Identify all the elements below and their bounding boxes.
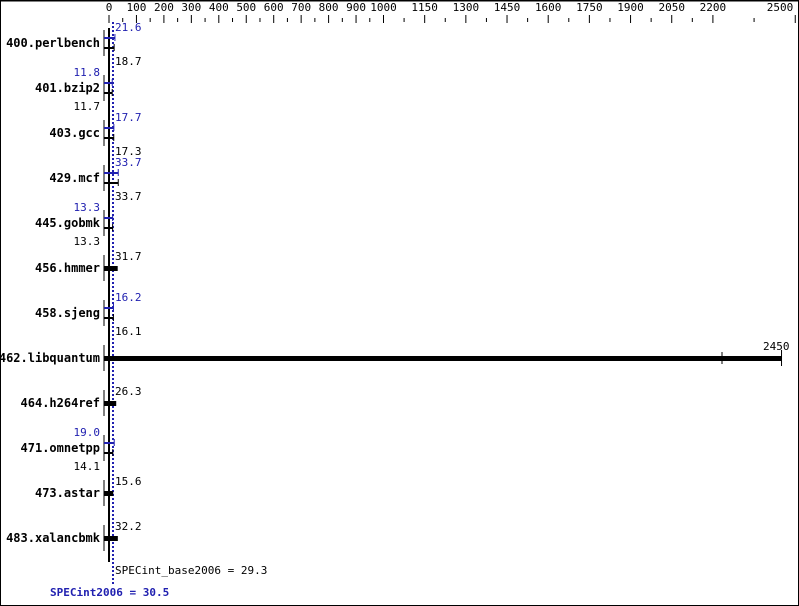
x-tick-label: 2200	[700, 1, 727, 14]
peak-bar	[104, 442, 115, 444]
peak-value-label: 21.6	[115, 21, 142, 34]
base-bar	[104, 92, 113, 94]
benchmark-label: 445.gobmk	[35, 216, 101, 230]
benchmark-label: 471.omnetpp	[21, 441, 100, 455]
x-tick-label: 100	[127, 1, 147, 14]
x-tick-label: 600	[264, 1, 284, 14]
base-bar	[104, 491, 114, 496]
base-value-label: 33.7	[115, 190, 142, 203]
benchmark-label: 401.bzip2	[35, 81, 100, 95]
x-tick-label: 800	[319, 1, 339, 14]
peak-bar	[104, 172, 119, 174]
benchmark-row: 456.hmmer 31.7	[35, 250, 142, 281]
benchmark-row: 471.omnetpp 19.0 14.1	[21, 426, 115, 473]
x-tick-label: 200	[154, 1, 174, 14]
peak-value-label: 33.7	[115, 156, 142, 169]
benchmark-row: 400.perlbench 21.6 18.7	[6, 21, 141, 68]
benchmark-label: 456.hmmer	[35, 261, 100, 275]
benchmark-label: 400.perlbench	[6, 36, 100, 50]
x-tick-label: 400	[209, 1, 229, 14]
x-tick-label: 1600	[535, 1, 562, 14]
peak-bar	[104, 37, 115, 39]
x-tick-label: 2500	[767, 1, 794, 14]
base-summary-label: SPECint_base2006 = 29.3	[115, 564, 267, 577]
peak-value-label: 13.3	[74, 201, 101, 214]
benchmark-label: 473.astar	[35, 486, 100, 500]
benchmark-row: 473.astar 15.6	[35, 475, 142, 506]
benchmark-label: 464.h264ref	[21, 396, 100, 410]
benchmark-row: 445.gobmk 13.3 13.3	[35, 201, 114, 248]
x-tick-label: 900	[346, 1, 366, 14]
benchmark-row: 462.libquantum 2450	[0, 340, 790, 371]
x-tick-label: 1750	[576, 1, 603, 14]
base-bar	[104, 47, 115, 49]
base-bar	[104, 227, 113, 229]
x-tick-label: 0	[106, 1, 113, 14]
base-value-label: 15.6	[115, 475, 142, 488]
base-bar	[104, 182, 119, 184]
base-value-label: 2450	[763, 340, 790, 353]
benchmark-label: 458.sjeng	[35, 306, 100, 320]
base-bar	[104, 401, 117, 406]
x-tick-label: 700	[291, 1, 311, 14]
x-tick-label: 500	[236, 1, 256, 14]
base-value-label: 18.7	[115, 55, 142, 68]
x-tick-label: 1450	[494, 1, 521, 14]
benchmark-label: 403.gcc	[49, 126, 100, 140]
peak-value-label: 17.7	[115, 111, 142, 124]
base-value-label: 31.7	[115, 250, 142, 263]
benchmark-row: 458.sjeng 16.2 16.1	[35, 291, 142, 338]
base-bar	[104, 536, 118, 541]
benchmark-label: 429.mcf	[49, 171, 100, 185]
benchmark-row: 429.mcf 33.7 33.7	[49, 156, 141, 203]
benchmark-row: 403.gcc 17.7 17.3	[49, 111, 141, 158]
base-value-label: 26.3	[115, 385, 142, 398]
benchmark-label: 462.libquantum	[0, 351, 100, 365]
base-value-label: 16.1	[115, 325, 142, 338]
peak-bar	[104, 82, 113, 84]
benchmark-row: 464.h264ref 26.3	[21, 385, 142, 416]
base-value-label: 17.3	[115, 145, 142, 158]
peak-bar	[104, 217, 113, 219]
base-bar	[104, 137, 114, 139]
base-bar	[104, 452, 113, 454]
benchmark-row: 483.xalancbmk 32.2	[6, 520, 142, 551]
base-value-label: 14.1	[74, 460, 101, 473]
base-bar	[104, 317, 114, 319]
base-bar	[104, 356, 782, 361]
x-tick-label: 1150	[411, 1, 438, 14]
peak-bar	[104, 127, 114, 129]
peak-value-label: 16.2	[115, 291, 142, 304]
base-value-label: 13.3	[74, 235, 101, 248]
base-value-label: 11.7	[74, 100, 101, 113]
peak-value-label: 19.0	[74, 426, 101, 439]
benchmark-row: 401.bzip2 11.8 11.7	[35, 66, 113, 113]
x-tick-label: 2050	[658, 1, 685, 14]
peak-value-label: 11.8	[74, 66, 101, 79]
peak-bar	[104, 307, 114, 309]
peak-summary-label: SPECint2006 = 30.5	[50, 586, 169, 599]
base-bar	[104, 266, 118, 271]
benchmark-label: 483.xalancbmk	[6, 531, 101, 545]
x-tick-label: 1300	[453, 1, 480, 14]
base-value-label: 32.2	[115, 520, 142, 533]
x-tick-label: 300	[181, 1, 201, 14]
x-tick-label: 1000	[370, 1, 397, 14]
x-tick-label: 1900	[617, 1, 644, 14]
